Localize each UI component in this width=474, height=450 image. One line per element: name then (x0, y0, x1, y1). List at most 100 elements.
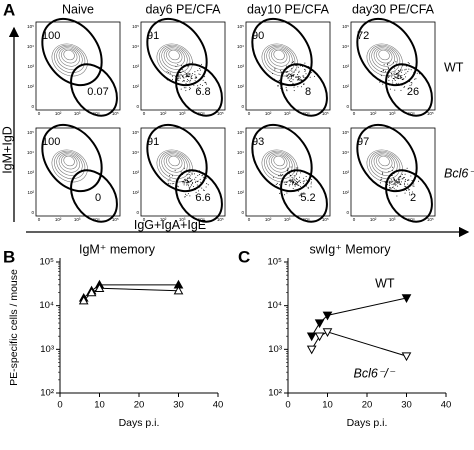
event-dot (394, 183, 396, 185)
flow-tick: 10⁵ (342, 130, 349, 135)
event-dot (199, 178, 201, 180)
event-dot (380, 75, 382, 77)
event-dot (388, 67, 390, 69)
event-dot (200, 181, 202, 183)
event-dot (205, 82, 207, 84)
contour (376, 154, 393, 170)
event-dot (285, 71, 287, 73)
event-dot (297, 182, 299, 184)
gate-upper (41, 17, 103, 87)
contour (366, 149, 403, 183)
event-dot (409, 194, 411, 196)
event-dot (291, 184, 293, 186)
event-dot (187, 79, 189, 81)
event-dot (400, 89, 402, 91)
gate-percent: 90 (252, 30, 264, 42)
event-dot (177, 64, 179, 66)
event-dot (296, 75, 298, 77)
event-dot (394, 180, 396, 182)
event-dot (379, 81, 381, 83)
flow-tick: 10⁵ (27, 24, 34, 29)
event-dot (397, 185, 399, 187)
event-dot (186, 74, 188, 76)
event-dot (188, 76, 190, 78)
event-dot (303, 192, 305, 194)
event-dot (206, 177, 208, 179)
event-dot (306, 185, 308, 187)
event-dot (302, 66, 304, 68)
event-dot (278, 175, 280, 177)
event-dot (189, 73, 191, 75)
y-tick-label: 10⁵ (39, 257, 54, 268)
event-dot (298, 77, 300, 79)
event-dot (393, 78, 395, 80)
event-dot (380, 70, 382, 72)
flow-tick: 10⁵ (237, 24, 244, 29)
event-dot (187, 181, 189, 183)
event-dot (303, 177, 305, 179)
flow-tick: 0 (143, 111, 146, 116)
event-dot (278, 184, 280, 186)
event-dot (300, 86, 302, 88)
event-dot (295, 177, 297, 179)
flow-tick: 10² (237, 190, 244, 195)
event-dot (411, 84, 413, 86)
event-dot (195, 195, 197, 197)
x-label: Days p.i. (119, 417, 160, 429)
event-dot (280, 70, 282, 72)
event-dot (392, 82, 394, 84)
data-point (322, 328, 333, 337)
flow-tick: 10⁵ (322, 111, 329, 116)
contour (163, 153, 185, 173)
event-dot (190, 79, 192, 81)
y-tick-label: 10⁵ (267, 257, 282, 268)
gate-percent: 100 (42, 30, 60, 42)
event-dot (287, 167, 289, 169)
event-dot (189, 181, 191, 183)
event-dot (391, 186, 393, 188)
event-dot (285, 65, 287, 67)
event-dot (297, 180, 299, 182)
event-dot (198, 73, 200, 75)
event-dot (280, 173, 282, 175)
event-dot (397, 183, 399, 185)
event-dot (284, 183, 286, 185)
event-dot (408, 179, 410, 181)
contour (271, 154, 288, 170)
event-dot (186, 194, 188, 196)
flow-tick: 10³ (389, 111, 396, 116)
contour (53, 44, 86, 74)
event-dot (418, 73, 420, 75)
event-dot (293, 75, 295, 77)
panel-label: B (3, 247, 15, 266)
event-dot (388, 75, 390, 77)
contour (373, 153, 395, 173)
column-header: day6 PE/CFA (145, 2, 221, 16)
event-dot (392, 186, 394, 188)
data-point (322, 311, 333, 321)
event-dot (388, 181, 390, 183)
event-dot (297, 74, 299, 76)
event-dot (310, 186, 312, 188)
event-dot (288, 72, 290, 74)
event-dot (178, 74, 180, 76)
event-dot (395, 61, 397, 63)
event-dot (400, 184, 402, 186)
event-dot (197, 70, 199, 72)
flow-tick: 0 (248, 217, 251, 222)
event-dot (291, 180, 293, 182)
flow-tick: 10⁴ (342, 150, 349, 155)
event-dot (297, 78, 299, 80)
event-dot (288, 77, 290, 79)
flow-tick: 10⁵ (322, 217, 329, 222)
gate-upper (146, 123, 208, 193)
event-dot (402, 178, 404, 180)
event-dot (395, 82, 397, 84)
event-dot (186, 184, 188, 186)
series-label: WT (375, 276, 395, 290)
event-dot (195, 191, 197, 193)
event-dot (397, 82, 399, 84)
event-dot (298, 195, 300, 197)
event-dot (177, 186, 179, 188)
event-dot (171, 175, 173, 177)
